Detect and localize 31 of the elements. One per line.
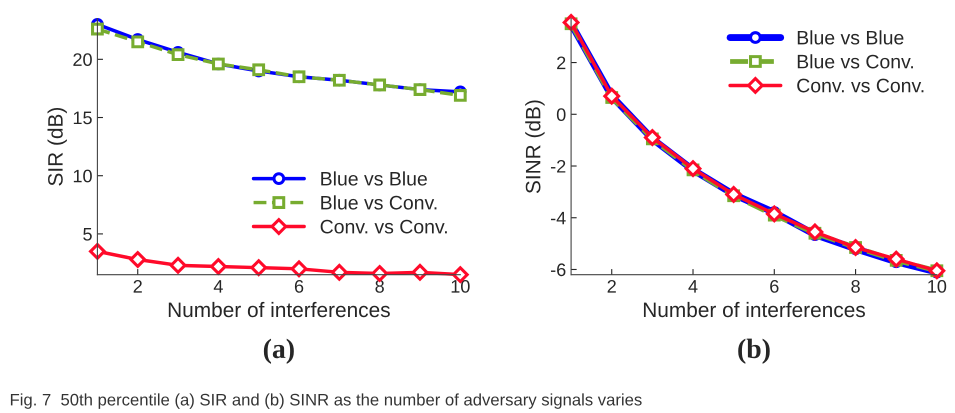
y-tick-label: 0 (556, 108, 566, 122)
y-tick-label: 2 (557, 56, 566, 70)
x-tick-label: 10 (452, 280, 470, 293)
legend-label: Blue vs Conv. (798, 54, 913, 68)
x-axis-title: Number of interferences (168, 302, 390, 318)
y-tick-label: -2 (550, 160, 566, 173)
x-tick-label: 6 (770, 280, 779, 293)
legend-label: Conv. vs Conv. (797, 78, 924, 92)
x-tick-label: 4 (688, 280, 698, 293)
y-tick-label: 10 (74, 170, 92, 182)
legend-label: Blue vs Blue (321, 171, 427, 186)
x-tick-label: 6 (294, 280, 304, 293)
y-tick-label: -4 (550, 212, 566, 224)
x-axis-title: Number of interferences (644, 302, 865, 318)
y-axis-title: SIR (dB) (47, 108, 67, 186)
legend-label: Blue vs Conv. (321, 195, 436, 210)
legend-label: Blue vs Blue (798, 30, 904, 45)
y-tick-label: 20 (73, 53, 92, 66)
x-tick-label: 8 (851, 280, 860, 293)
y-tick-label: -6 (550, 263, 566, 276)
x-tick-label: 10 (928, 280, 946, 293)
text: (a) (264, 338, 294, 364)
y-tick-label: 5 (83, 228, 92, 241)
caption: Fig. 7 50th percentile (a) SIR and (b) SINR as the number of adversary signals varies (10, 393, 642, 409)
x-tick-label: 4 (214, 280, 223, 293)
x-tick-label: 2 (134, 280, 142, 293)
x-tick-label: 2 (608, 280, 616, 293)
y-tick-label: 15 (74, 112, 92, 124)
legend-label: Conv. vs Conv. (320, 220, 447, 234)
y-axis-title: SINR (dB) (525, 100, 545, 194)
text: (b) (738, 338, 770, 364)
